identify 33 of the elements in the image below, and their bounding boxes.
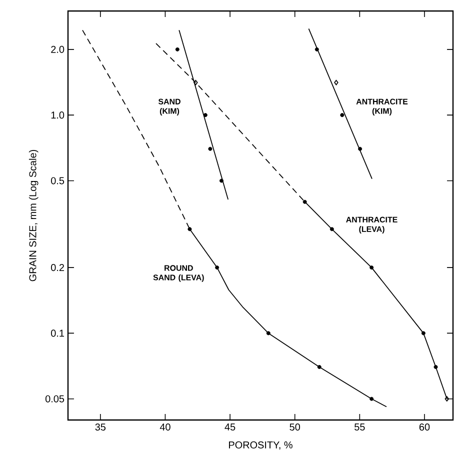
point (370, 396, 374, 401)
point (203, 113, 208, 118)
y-tick-label: 0.5 (51, 177, 64, 184)
point (434, 365, 438, 369)
y-tick-label: 0.2 (51, 264, 64, 272)
point (370, 266, 374, 270)
x-tick-label: 60 (419, 424, 430, 431)
point (340, 113, 344, 118)
point (175, 47, 180, 52)
point (302, 200, 307, 204)
point (208, 146, 212, 151)
point (266, 331, 270, 336)
x-tick-label: 35 (95, 424, 106, 431)
x-tick-label: 55 (354, 424, 365, 430)
x-axis-title: POROSITY, % (229, 441, 292, 450)
point (421, 331, 426, 336)
point (334, 80, 338, 86)
y-tick-label: 1.0 (51, 112, 64, 119)
point (215, 266, 220, 270)
point (358, 146, 362, 151)
point (314, 47, 319, 52)
y-tick-label: 0.1 (51, 330, 64, 337)
point (194, 80, 198, 86)
point (219, 178, 224, 183)
y-tick-label: 2.0 (51, 46, 64, 53)
point (317, 365, 322, 369)
point (330, 227, 334, 232)
x-tick-label: 45 (224, 424, 236, 430)
x-tick-label: 40 (160, 424, 170, 431)
point (188, 227, 192, 232)
y-axis-title: GRAIN SIZE, mm (Log Scale) (28, 150, 38, 282)
y-tick-label: 0.05 (45, 395, 64, 402)
x-tick-label: 50 (290, 424, 300, 431)
